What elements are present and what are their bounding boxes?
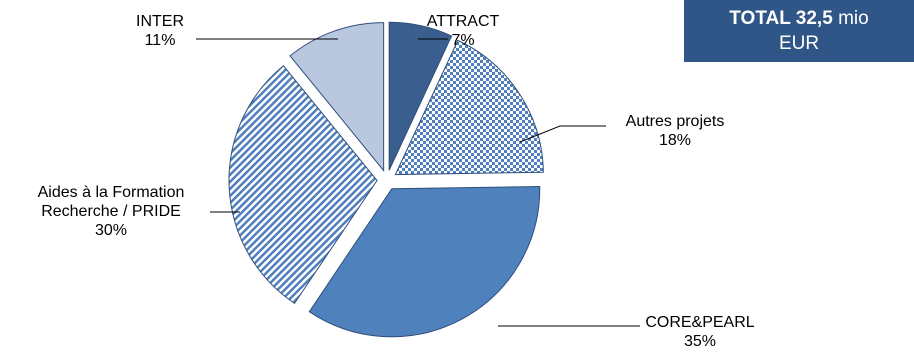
- label-core-name: CORE&PEARL: [645, 314, 755, 331]
- slice-aides-formation: [228, 65, 378, 305]
- label-aides-line1: Aides à la Formation: [37, 184, 185, 201]
- label-autres: Autres projets 18%: [600, 112, 750, 150]
- total-label-bold: TOTAL 32,5: [729, 8, 833, 29]
- slice-autres-projets: [394, 39, 544, 176]
- slice-attract: [388, 21, 453, 171]
- label-inter-value: 11%: [144, 32, 176, 49]
- label-autres-value: 18%: [658, 132, 692, 149]
- slice-core-pearl: [308, 185, 541, 338]
- label-attract-value: 7%: [451, 32, 475, 49]
- label-inter: INTER 11%: [120, 12, 200, 50]
- leader-line-autres-projets: [519, 125, 606, 143]
- label-autres-name: Autres projets: [625, 113, 725, 130]
- total-box: TOTAL 32,5 mio EUR: [684, 0, 914, 62]
- label-attract-name: ATTRACT: [426, 13, 500, 30]
- total-label-rest: mio: [838, 8, 869, 29]
- slice-inter: [289, 22, 385, 172]
- label-aides-value: 30%: [94, 222, 128, 239]
- label-inter-name: INTER: [136, 13, 184, 30]
- label-core: CORE&PEARL 35%: [630, 313, 770, 351]
- label-aides-line2: Recherche / PRIDE: [41, 203, 181, 220]
- leader-lines: [196, 38, 640, 327]
- label-attract: ATTRACT 7%: [413, 12, 513, 50]
- pie-slices: [228, 21, 544, 338]
- label-core-value: 35%: [683, 333, 717, 350]
- label-aides: Aides à la Formation Recherche / PRIDE 3…: [16, 183, 206, 240]
- total-label-unit: EUR: [778, 33, 820, 54]
